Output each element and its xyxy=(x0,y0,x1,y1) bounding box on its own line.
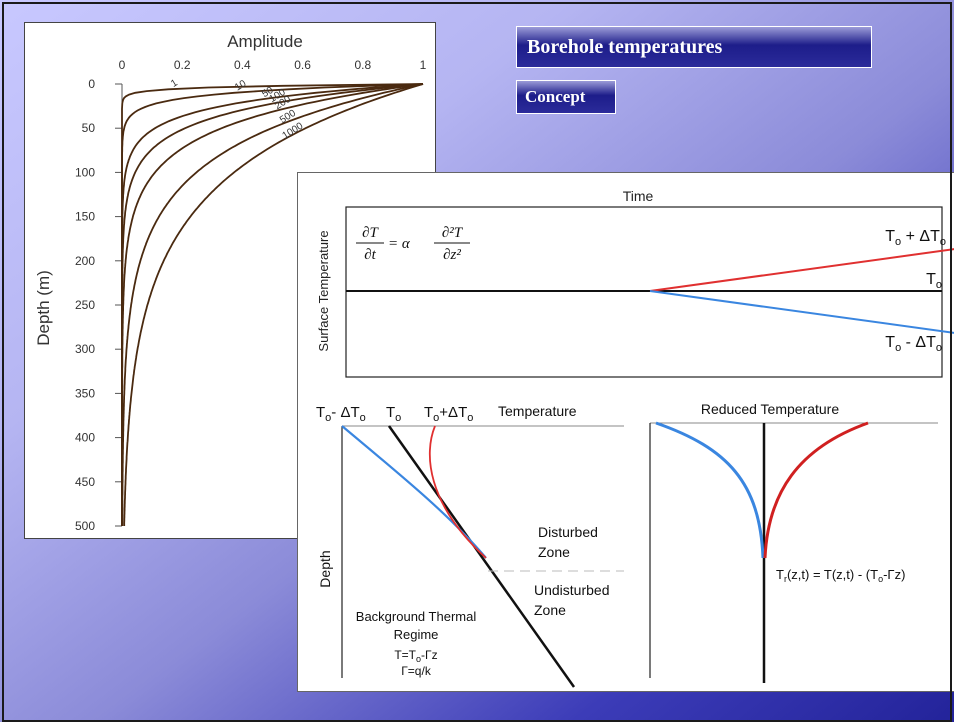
background-gradient-line xyxy=(387,425,576,688)
y-tick-label: 50 xyxy=(82,121,96,135)
curve-label: 1 xyxy=(169,77,180,90)
y-tick-label: 150 xyxy=(75,210,95,224)
reduced-cooling-curve xyxy=(655,421,765,559)
x-tick-label: 0.6 xyxy=(294,58,311,72)
y-tick-label: 250 xyxy=(75,298,95,312)
undisturbed-label-2: Zone xyxy=(534,602,566,618)
reduced-temperature-title: Reduced Temperature xyxy=(701,401,839,417)
upper-temperature-label: To + ΔTo xyxy=(885,228,946,248)
x-tick-label: 1 xyxy=(420,58,427,72)
amplitude-curve-1000 xyxy=(123,83,424,526)
header-mid-label: To xyxy=(386,404,401,424)
x-tick-label: 0.8 xyxy=(354,58,371,72)
disturbed-label-2: Zone xyxy=(538,544,570,560)
y-tick-labels: 0 50 100 150 200 250 300 350 400 450 500 xyxy=(75,77,122,533)
eq-lhs-denominator: ∂t xyxy=(364,247,376,263)
background-label-1: Background Thermal xyxy=(356,609,477,624)
x-tick-label: 0.4 xyxy=(234,58,251,72)
y-tick-label: 200 xyxy=(75,254,95,268)
thermal-concept-svg: Time Surface Temperature ∂T ∂t = α ∂²T ∂… xyxy=(316,188,954,688)
header-plus-label: To+ΔTo xyxy=(424,404,473,424)
cooling-line xyxy=(649,290,954,334)
eq-equals-alpha: = α xyxy=(388,236,411,252)
y-tick-label: 500 xyxy=(75,519,95,533)
depth-axis-label: Depth (m) xyxy=(34,270,53,346)
header-minus-label: To- ΔTo xyxy=(316,404,366,424)
warming-profile-curve xyxy=(428,425,487,559)
warming-line xyxy=(649,248,954,292)
reduced-warming-curve xyxy=(763,421,869,559)
y-tick-label: 0 xyxy=(88,77,95,91)
temperature-axis-label: Temperature xyxy=(498,403,577,419)
profile-depth-label: Depth xyxy=(317,550,333,587)
lower-temperature-label: To - ΔTo xyxy=(885,334,942,354)
y-tick-label: 100 xyxy=(75,165,95,179)
time-label: Time xyxy=(623,188,654,204)
background-formula-2: Γ=q/k xyxy=(401,664,432,678)
cooling-profile-curve xyxy=(341,425,487,559)
slide-subtitle: Concept xyxy=(516,80,616,114)
eq-lhs-numerator: ∂T xyxy=(362,225,379,241)
amplitude-title: Amplitude xyxy=(227,32,303,51)
heat-equation: ∂T ∂t = α ∂²T ∂z² xyxy=(356,225,470,263)
x-tick-label: 0.2 xyxy=(174,58,191,72)
mid-temperature-label: To xyxy=(926,271,942,291)
y-tick-label: 450 xyxy=(75,475,95,489)
amplitude-curve-500 xyxy=(121,83,424,526)
y-tick-label: 400 xyxy=(75,431,95,445)
slide-title: Borehole temperatures xyxy=(516,26,872,68)
eq-rhs-denominator: ∂z² xyxy=(443,247,461,263)
undisturbed-label-1: Undisturbed xyxy=(534,582,610,598)
x-tick-labels: 0 0.2 0.4 0.6 0.8 1 xyxy=(119,58,427,72)
reduced-temperature-formula: Tr(z,t) = T(z,t) - (To-Γz) xyxy=(776,567,905,584)
eq-rhs-numerator: ∂²T xyxy=(442,225,464,241)
x-tick-label: 0 xyxy=(119,58,126,72)
amplitude-depth-svg: Amplitude 0 0.2 0.4 0.6 0.8 1 0 50 100 150 200 250… xyxy=(34,32,427,533)
y-tick-label: 300 xyxy=(75,342,95,356)
disturbed-label-1: Disturbed xyxy=(538,524,598,540)
background-formula-1: T=To-Γz xyxy=(394,648,437,664)
amplitude-curves xyxy=(121,83,424,526)
thermal-concept-figure: Time Surface Temperature ∂T ∂t = α ∂²T ∂… xyxy=(297,172,954,692)
surface-temperature-axis-label: Surface Temperature xyxy=(316,230,331,351)
y-tick-label: 350 xyxy=(75,386,95,400)
background-label-2: Regime xyxy=(394,627,439,642)
